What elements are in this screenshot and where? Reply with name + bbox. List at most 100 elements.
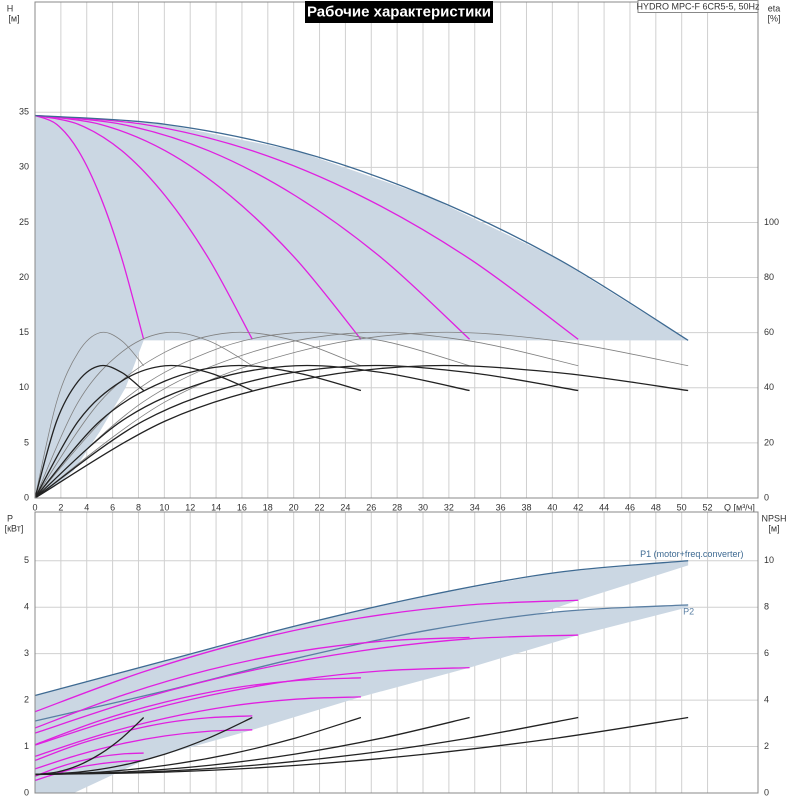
curve (34, 634, 579, 734)
x-tick-label: 2 (58, 502, 63, 512)
y-tick-label: 0 (24, 492, 29, 502)
curve (34, 114, 689, 341)
curve (34, 114, 471, 340)
x-tick-label: 26 (366, 502, 376, 512)
x-tick-label: 36 (496, 502, 506, 512)
title-box (305, 1, 493, 23)
y2-tick-label: 2 (764, 741, 769, 751)
curve (34, 114, 145, 340)
curve (34, 364, 362, 499)
y2-axis-label: NPSH (761, 513, 786, 523)
curve (34, 752, 144, 777)
y-tick-label: 10 (19, 382, 29, 392)
y2-tick-label: 80 (764, 272, 774, 282)
curve (34, 331, 362, 499)
curve (34, 331, 144, 499)
y2-axis-label: eta (768, 3, 781, 13)
curve (34, 696, 361, 757)
curve (34, 717, 145, 776)
y-tick-label: 20 (19, 272, 29, 282)
y-axis-unit: [м] (8, 13, 19, 23)
x-tick-label: 42 (573, 502, 583, 512)
x-tick-label: 28 (392, 502, 402, 512)
y2-tick-label: 40 (764, 382, 774, 392)
curve (34, 364, 470, 499)
y2-tick-label: 8 (764, 602, 769, 612)
x-tick-label: 46 (625, 502, 635, 512)
x-tick-label: 16 (237, 502, 247, 512)
x-tick-label: 22 (315, 502, 325, 512)
y-tick-label: 15 (19, 327, 29, 337)
curve (34, 364, 689, 499)
curve (34, 364, 253, 499)
x-axis-label: Q [м³/ч] (724, 502, 755, 512)
y-tick-label: 2 (24, 694, 29, 704)
y2-axis-unit: [%] (767, 13, 780, 23)
y2-tick-label: 20 (764, 437, 774, 447)
x-tick-label: 20 (289, 502, 299, 512)
y-tick-label: 4 (24, 602, 29, 612)
x-tick-label: 14 (211, 502, 221, 512)
y-axis-label: P (7, 513, 13, 523)
y2-tick-label: 10 (764, 555, 774, 565)
curve (34, 114, 362, 340)
curve (34, 560, 689, 697)
y-tick-label: 30 (19, 162, 29, 172)
y-tick-label: 5 (24, 555, 29, 565)
curve (34, 114, 579, 340)
curve (34, 364, 579, 499)
y2-axis-unit: [м] (768, 523, 779, 533)
curve (34, 716, 362, 776)
x-tick-label: 4 (84, 502, 89, 512)
plot-frame (34, 511, 759, 794)
operating-range (35, 115, 689, 498)
curve (34, 331, 470, 499)
curve (34, 666, 470, 746)
y-tick-label: 0 (24, 787, 29, 797)
y2-tick-label: 0 (764, 492, 769, 502)
x-tick-label: 18 (263, 502, 273, 512)
x-tick-label: 34 (470, 502, 480, 512)
curve (34, 331, 253, 499)
curve (34, 716, 689, 776)
x-tick-label: 0 (32, 502, 37, 512)
curve-label: P1 (motor+freq.converter) (640, 549, 743, 559)
y-tick-label: 5 (24, 437, 29, 447)
x-tick-label: 24 (340, 502, 350, 512)
model-label: HYDRO MPC-F 6CR5-5, 50Hz (636, 1, 760, 11)
curve (34, 716, 253, 776)
y-tick-label: 3 (24, 648, 29, 658)
y-tick-label: 1 (24, 741, 29, 751)
model-box (637, 0, 759, 13)
x-tick-label: 38 (521, 502, 531, 512)
curve (34, 729, 253, 770)
y-axis-unit: [кВт] (5, 523, 24, 533)
x-tick-label: 52 (703, 502, 713, 512)
x-tick-label: 32 (444, 502, 454, 512)
curve (34, 331, 689, 499)
y2-tick-label: 0 (764, 787, 769, 797)
x-tick-label: 50 (677, 502, 687, 512)
x-tick-label: 8 (136, 502, 141, 512)
y2-tick-label: 100 (764, 217, 779, 227)
x-tick-label: 44 (599, 502, 609, 512)
x-tick-label: 10 (159, 502, 169, 512)
y-tick-label: 35 (19, 107, 29, 117)
y-axis-label: H (7, 3, 14, 13)
x-tick-label: 6 (110, 502, 115, 512)
x-tick-label: 40 (547, 502, 557, 512)
curve (34, 677, 361, 746)
curve (34, 114, 253, 340)
curve (34, 331, 579, 499)
curve (34, 636, 470, 729)
curve-label: P2 (683, 606, 694, 616)
y2-tick-label: 6 (764, 648, 769, 658)
x-tick-label: 30 (418, 502, 428, 512)
curve (34, 599, 579, 713)
curve (34, 364, 145, 499)
y2-tick-label: 60 (764, 327, 774, 337)
curve (34, 715, 253, 762)
x-tick-label: 12 (185, 502, 195, 512)
y2-tick-label: 4 (764, 694, 769, 704)
